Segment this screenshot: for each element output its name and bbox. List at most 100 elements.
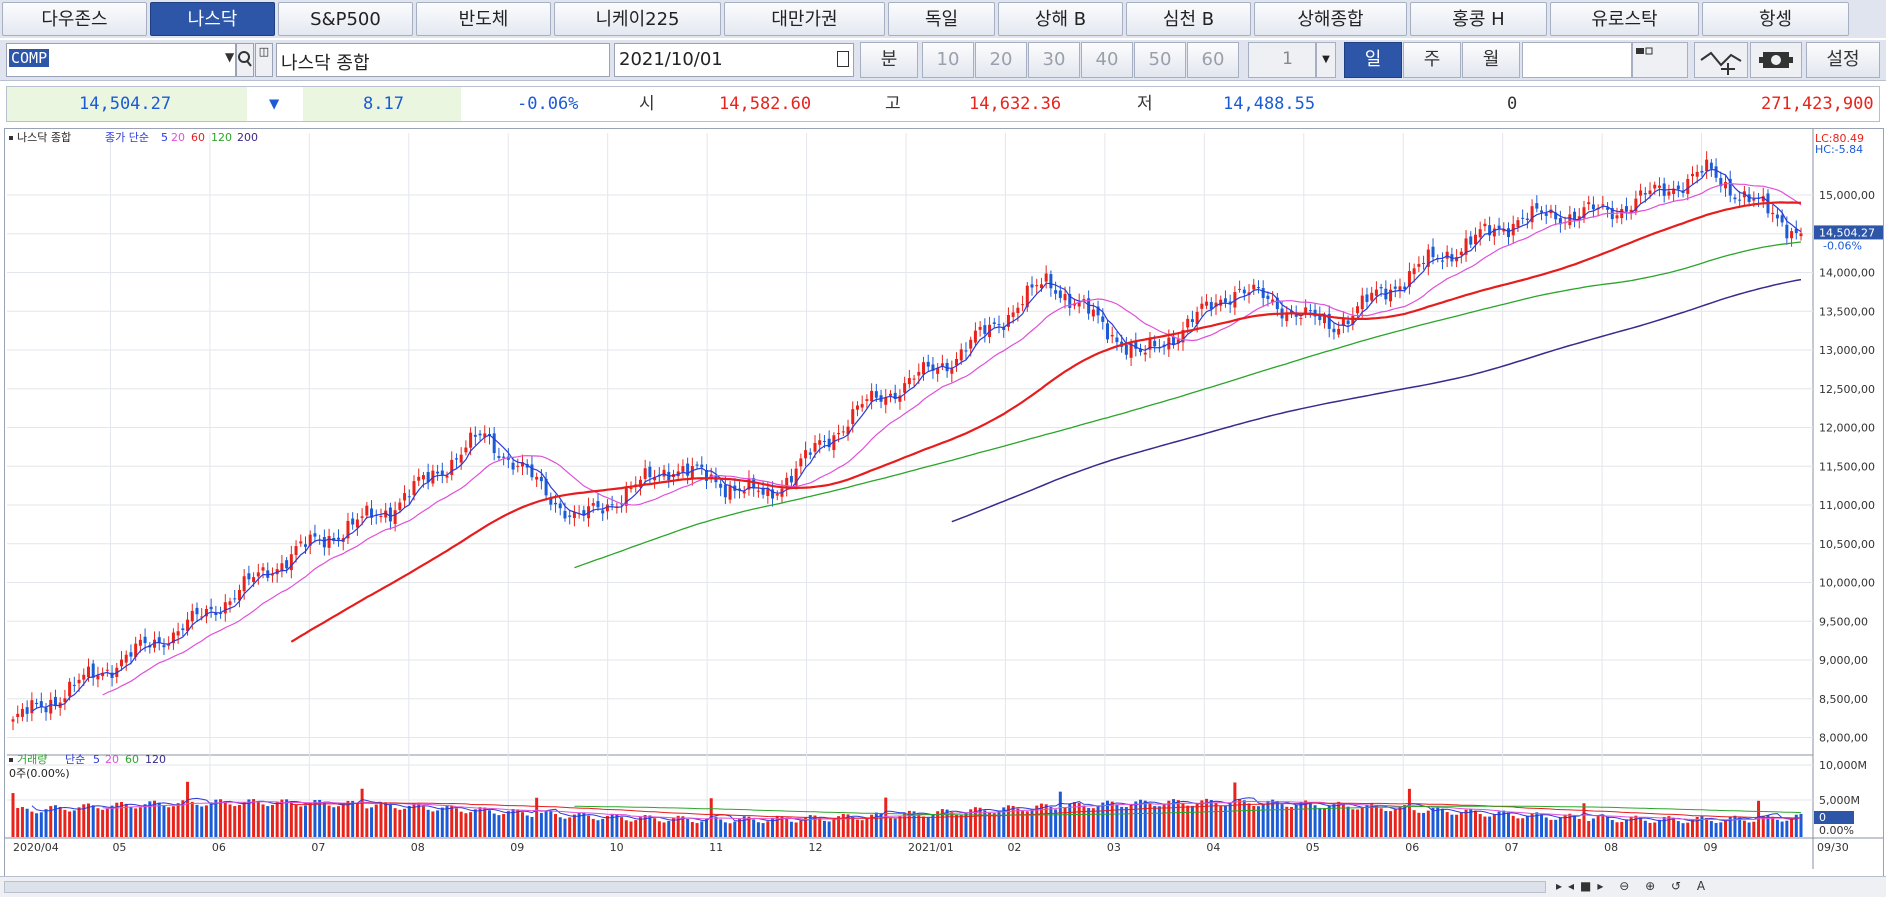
candle-body: [68, 681, 72, 697]
candle-body: [124, 654, 128, 663]
volume-bar: [16, 807, 20, 837]
market-tab[interactable]: 상해 B: [998, 2, 1123, 36]
period-button[interactable]: 월: [1462, 42, 1520, 78]
market-tab[interactable]: 나스닥: [150, 2, 275, 36]
candle-body: [1412, 268, 1416, 275]
settings-button[interactable]: 설정: [1806, 42, 1880, 78]
candle-body: [412, 481, 416, 495]
interval-button[interactable]: 30: [1028, 42, 1080, 78]
period-button[interactable]: 주: [1403, 42, 1461, 78]
volume-bar: [874, 812, 878, 837]
volume-bar: [1332, 802, 1336, 837]
volume-bar: [1200, 800, 1204, 837]
volume-bar: [969, 809, 973, 837]
volume-bar: [620, 817, 624, 837]
market-tab[interactable]: 심천 B: [1126, 2, 1251, 36]
candle-body: [884, 397, 888, 405]
volume-bar: [1162, 803, 1166, 837]
candle-body: [728, 485, 732, 500]
interval-button[interactable]: 20: [975, 42, 1027, 78]
market-tab[interactable]: 대만가권: [724, 2, 885, 36]
candle-body: [629, 487, 633, 489]
market-tab[interactable]: S&P500: [278, 2, 413, 36]
market-tab[interactable]: 유로스탁: [1550, 2, 1699, 36]
last-pct-label: -0.06%: [1823, 239, 1862, 252]
ma60-line: [290, 201, 1802, 643]
volume-bar: [1785, 820, 1789, 837]
market-tab[interactable]: 다우존스: [2, 2, 147, 36]
period-select-icon[interactable]: [1632, 42, 1688, 78]
calendar-icon[interactable]: [837, 51, 849, 67]
volume-bar: [1068, 803, 1072, 837]
chart-scrollbar[interactable]: ▸◂■▸ ⊖ ⊕ ↺ A: [0, 876, 1886, 897]
candle-body: [719, 483, 723, 488]
candle-body: [77, 679, 81, 684]
volume-bar: [841, 813, 845, 837]
market-tab[interactable]: 반도체: [416, 2, 551, 36]
market-tab[interactable]: 홍콩 H: [1410, 2, 1547, 36]
volume-bar: [252, 799, 256, 837]
candle-body: [181, 628, 185, 631]
market-tab[interactable]: 니케이225: [554, 2, 721, 36]
volume-bar: [950, 812, 954, 837]
symbol-dropdown-icon[interactable]: ▼: [225, 50, 235, 64]
quote-volume: 271,423,900: [1761, 94, 1874, 114]
period-extra-field[interactable]: [1522, 42, 1632, 78]
volume-bar: [624, 820, 628, 837]
market-tab[interactable]: 상해종합: [1254, 2, 1407, 36]
candle-body: [756, 490, 760, 492]
volume-bar: [332, 807, 336, 837]
volume-bar: [1511, 815, 1515, 837]
x-tick-label: 02: [1007, 841, 1021, 854]
period-button[interactable]: 일: [1344, 42, 1402, 78]
candle-body: [204, 608, 208, 617]
favorites-icon[interactable]: ◫: [255, 43, 273, 77]
ma20-line: [102, 182, 1802, 696]
candle-body: [1304, 307, 1308, 315]
candle-body: [1181, 329, 1185, 343]
volume-bar: [261, 804, 265, 837]
volume-bar: [478, 807, 482, 837]
volume-bar: [634, 820, 638, 837]
candle-body: [973, 330, 977, 343]
candle-body: [1794, 228, 1798, 234]
search-icon[interactable]: [236, 43, 254, 77]
volume-bar: [1190, 805, 1194, 837]
x-tick-label: 09/30: [1817, 841, 1849, 854]
count-dropdown-icon[interactable]: ▼: [1316, 42, 1336, 78]
scroll-controls[interactable]: ▸◂■▸ ⊖ ⊕ ↺ A: [1556, 879, 1712, 893]
interval-button[interactable]: 10: [922, 42, 974, 78]
candle-body: [261, 567, 265, 571]
down-arrow-icon: ▼: [269, 94, 280, 114]
candle-body: [1643, 193, 1647, 195]
minute-button[interactable]: 분: [860, 42, 918, 78]
market-tab[interactable]: 항셍: [1702, 2, 1849, 36]
price-chart-svg[interactable]: 8,000,00 8,500,00 9,000,00 9,500,00 10,000,0…: [5, 129, 1883, 893]
interval-button[interactable]: 60: [1187, 42, 1239, 78]
count-input[interactable]: 1: [1248, 42, 1316, 78]
candle-body: [270, 574, 274, 576]
scroll-track[interactable]: [4, 881, 1546, 893]
chart-panel[interactable]: 8,000,00 8,500,00 9,000,00 9,500,00 10,000,0…: [4, 128, 1884, 894]
trend-tool-icon[interactable]: [1694, 42, 1748, 78]
volume-bar: [577, 812, 581, 837]
market-tab[interactable]: 독일: [888, 2, 995, 36]
candle-body: [1261, 288, 1265, 298]
candle-body: [252, 577, 256, 583]
volume-bar: [1620, 821, 1624, 837]
gear-icon[interactable]: [1750, 42, 1802, 78]
x-tick-label: 07: [311, 841, 325, 854]
volume-bar: [1209, 800, 1213, 837]
interval-button[interactable]: 40: [1081, 42, 1133, 78]
symbol-input[interactable]: COMP ▼: [6, 43, 236, 77]
volume-bar: [1139, 799, 1143, 837]
interval-button[interactable]: 50: [1134, 42, 1186, 78]
candle-body: [1648, 190, 1652, 195]
volume-axis-label: 0.00%: [1819, 824, 1854, 837]
candle-body: [473, 434, 477, 437]
volume-bar: [1554, 819, 1558, 837]
volume-bar: [775, 815, 779, 837]
volume-bar: [1422, 812, 1426, 837]
candle-body: [841, 431, 845, 433]
date-input[interactable]: 2021/10/01: [614, 43, 854, 77]
